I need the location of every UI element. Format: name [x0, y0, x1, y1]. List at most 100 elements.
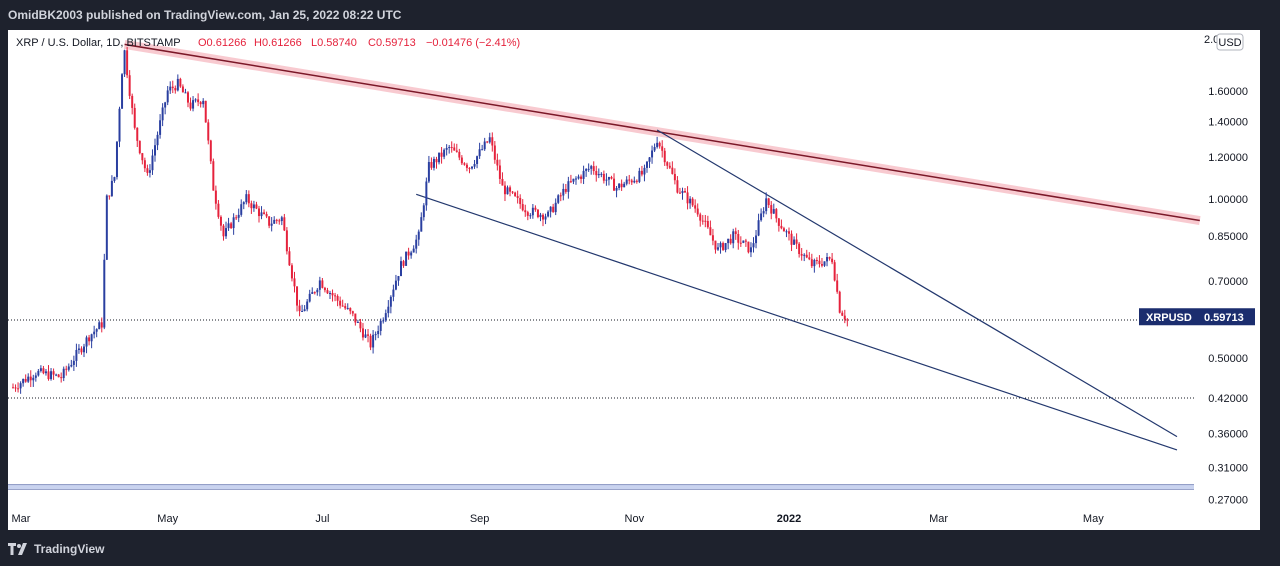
- candle-body: [818, 260, 821, 265]
- candle-body: [780, 225, 783, 229]
- candle-body: [800, 254, 803, 256]
- candle-body: [443, 149, 446, 157]
- candle-body: [70, 364, 73, 367]
- candle-body: [491, 137, 494, 146]
- candle-body: [633, 180, 636, 183]
- candle-body: [321, 280, 324, 288]
- candle-body: [260, 212, 263, 217]
- candle-body: [455, 150, 458, 152]
- candle-body: [118, 108, 121, 142]
- candle-body: [384, 313, 387, 321]
- candle-body: [110, 180, 113, 196]
- price-tick-label: 0.50000: [1208, 353, 1248, 365]
- candle-body: [176, 78, 179, 91]
- candle-body: [245, 194, 248, 203]
- candle-body: [308, 293, 311, 302]
- candle-body: [481, 149, 484, 151]
- candle-body: [199, 102, 202, 105]
- currency-button[interactable]: [1216, 33, 1244, 51]
- candle-body: [154, 145, 157, 156]
- candle-body: [273, 219, 276, 224]
- candle-body: [346, 308, 349, 310]
- candle-body: [788, 231, 790, 234]
- candle-body: [645, 161, 648, 168]
- candle-body: [471, 166, 474, 169]
- candle-body: [666, 162, 669, 166]
- candle-body: [514, 192, 517, 197]
- price-tick-label: 1.60000: [1208, 86, 1248, 98]
- candle-body: [374, 334, 377, 336]
- candle-body: [592, 166, 595, 172]
- candle-body: [790, 233, 793, 245]
- candle-body: [729, 238, 732, 244]
- candle-body: [263, 212, 266, 214]
- candle-body: [90, 334, 93, 342]
- candle-body: [673, 173, 676, 181]
- candle-body: [846, 319, 849, 321]
- candle-body: [564, 188, 567, 192]
- candle-body: [557, 195, 560, 203]
- candle-body: [255, 204, 258, 209]
- candle-body: [440, 152, 443, 157]
- price-chart[interactable]: 1.60000 1.40000 1.20000 1.00000 0.85000 0.700…: [8, 30, 1260, 530]
- candle-body: [458, 151, 461, 158]
- candle-body: [280, 217, 283, 222]
- candle-body: [572, 178, 575, 182]
- candle-body: [181, 86, 184, 93]
- candle-body: [610, 177, 613, 179]
- candle-body: [478, 149, 481, 157]
- candle-body: [607, 177, 610, 180]
- candle-body: [50, 371, 53, 380]
- candle-body: [435, 158, 438, 163]
- candle-body: [755, 235, 758, 244]
- candle-body: [732, 231, 735, 244]
- candle-body: [328, 293, 331, 295]
- candle-body: [397, 276, 400, 281]
- candle-body: [747, 241, 750, 253]
- candle-body: [197, 99, 200, 103]
- candle-body: [77, 348, 80, 350]
- candle-body: [405, 251, 408, 266]
- candle-body: [359, 321, 362, 329]
- candle-body: [387, 306, 390, 314]
- candle-body: [767, 198, 770, 206]
- candle-body: [214, 190, 217, 204]
- candle-body: [209, 140, 212, 162]
- candle-body: [341, 305, 344, 307]
- candle-body: [194, 99, 197, 101]
- candle-body: [235, 217, 238, 219]
- candle-body: [742, 240, 745, 243]
- candle-body: [701, 220, 704, 222]
- candle-body: [552, 206, 555, 213]
- candle-body: [640, 170, 643, 175]
- candle-body: [597, 174, 600, 176]
- candle-body: [686, 192, 689, 204]
- candle-body: [143, 160, 146, 169]
- candle-body: [156, 134, 159, 146]
- candle-body: [268, 216, 271, 226]
- candle-body: [826, 257, 829, 262]
- price-tick-label: 0.85000: [1208, 231, 1248, 243]
- price-axis[interactable]: 1.60000 1.40000 1.20000 1.00000 0.85000 0.700…: [1208, 86, 1248, 506]
- candle-body: [169, 86, 172, 91]
- candle-body: [813, 259, 816, 267]
- chart-area[interactable]: 1.60000 1.40000 1.20000 1.00000 0.85000 0.700…: [8, 30, 1260, 530]
- candle-body: [785, 231, 788, 233]
- candle-body: [217, 203, 220, 217]
- candle-body: [681, 191, 684, 194]
- candle-body: [559, 195, 562, 197]
- candle-body: [278, 220, 281, 222]
- candle-body: [810, 259, 813, 267]
- price-tick-label: 1.40000: [1208, 117, 1248, 129]
- candle-body: [536, 209, 539, 218]
- candle-body: [615, 187, 618, 191]
- candle-body: [569, 181, 572, 183]
- candle-body: [635, 180, 638, 182]
- candle-body: [488, 137, 491, 143]
- candle-body: [227, 223, 230, 229]
- candle-body: [582, 170, 585, 179]
- time-axis[interactable]: Mar May Jul Sep Nov 2022 Mar May: [12, 513, 1105, 525]
- candle-body: [293, 278, 296, 287]
- candle-body: [445, 147, 448, 150]
- candle-body: [369, 335, 372, 348]
